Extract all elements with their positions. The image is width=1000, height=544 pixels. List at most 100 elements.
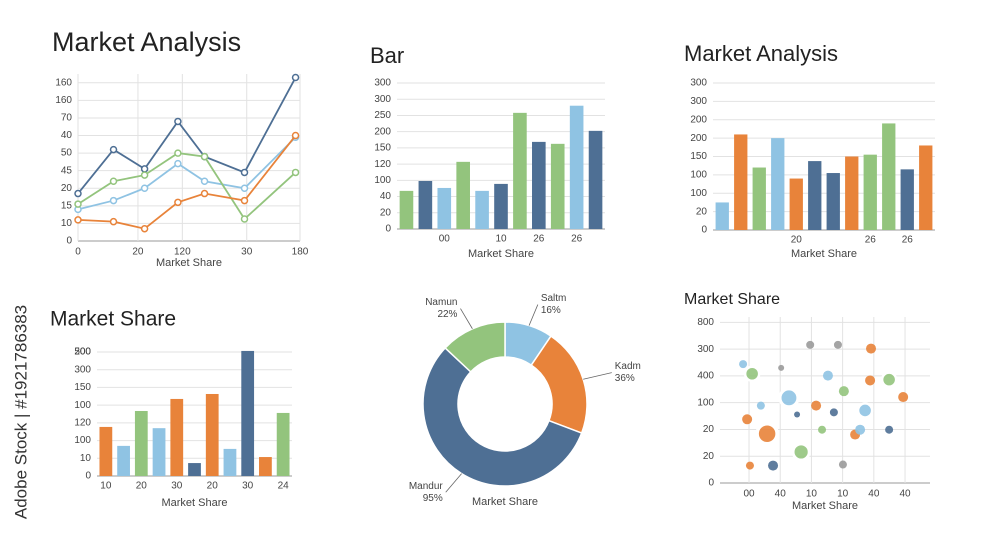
line-point: [140, 171, 149, 179]
y-tick-label: 250: [374, 110, 391, 121]
y-tick-label: 20: [696, 206, 708, 217]
y-tick-label: 15: [61, 200, 73, 211]
y-tick-label: 100: [374, 175, 391, 186]
x-tick-label: 26: [571, 234, 583, 245]
y-tick-label: 500: [74, 347, 91, 358]
y-tick-label: 800: [697, 317, 714, 328]
chart-title: Market Analysis: [52, 27, 241, 57]
axis-label: Market Share: [472, 496, 538, 508]
bubble: [778, 387, 800, 409]
bar: [734, 134, 748, 230]
y-tick-label: 160: [55, 77, 72, 88]
bar: [550, 143, 565, 229]
bar: [152, 428, 166, 476]
y-tick-label: 0: [385, 224, 391, 235]
bubble: [855, 424, 866, 435]
y-tick-label: 150: [690, 151, 707, 162]
x-tick-label: 00: [439, 234, 451, 245]
bubble: [856, 402, 874, 419]
line-point: [240, 215, 249, 223]
line-point: [140, 165, 149, 173]
x-tick-label: 40: [868, 489, 880, 500]
line-point: [200, 152, 209, 161]
bar: [715, 202, 729, 230]
y-tick-label: 0: [66, 236, 72, 247]
x-tick-label: 24: [278, 481, 290, 492]
x-tick-label: 10: [100, 481, 112, 492]
x-tick-label: 26: [865, 235, 877, 246]
y-tick-label: 10: [80, 453, 92, 464]
bar: [752, 167, 766, 230]
line-point: [109, 196, 118, 205]
slice-value: 22%: [437, 309, 457, 320]
x-tick-label: 0: [75, 247, 81, 258]
y-tick-label: 100: [74, 435, 91, 446]
slice-label: Mandur: [409, 481, 444, 492]
bar: [808, 161, 822, 230]
y-tick-label: 150: [74, 382, 91, 393]
donut-slice: [444, 321, 506, 373]
bar: [588, 130, 603, 229]
line-series: [77, 152, 297, 221]
slice-label: Namun: [425, 297, 457, 308]
y-tick-label: 0: [85, 471, 91, 482]
y-tick-label: 20: [703, 451, 715, 462]
line-point: [200, 177, 209, 185]
y-tick-label: 70: [61, 113, 73, 124]
y-tick-label: 45: [61, 165, 73, 176]
x-tick-label: 26: [533, 234, 545, 245]
bubble: [838, 460, 847, 469]
bar: [99, 426, 113, 476]
bubble: [838, 386, 849, 397]
y-tick-label: 300: [374, 78, 391, 89]
axis-label: Market Share: [161, 497, 227, 509]
bar: [456, 161, 470, 229]
y-tick-label: 300: [74, 364, 91, 375]
bar: [532, 141, 546, 229]
line-point: [74, 216, 82, 224]
bar: [569, 105, 584, 229]
line-point: [240, 196, 249, 205]
y-tick-label: 200: [690, 133, 707, 144]
y-tick-label: 120: [374, 159, 391, 170]
line-point: [109, 177, 118, 185]
y-tick-label: 300: [697, 344, 714, 355]
bubble: [833, 340, 842, 349]
bubble: [756, 401, 765, 410]
y-tick-label: 400: [697, 371, 714, 382]
y-tick-label: 10: [61, 218, 73, 229]
y-tick-label: 150: [374, 143, 391, 154]
line-point: [174, 117, 182, 126]
x-tick-label: 180: [292, 247, 309, 258]
slice-value: 16%: [541, 305, 561, 316]
y-tick-label: 20: [61, 183, 73, 194]
bubble: [880, 371, 898, 388]
bar: [437, 187, 452, 229]
y-tick-label: 200: [690, 114, 707, 125]
bubble: [745, 461, 754, 470]
y-tick-label: 100: [690, 170, 707, 181]
leader-line: [583, 372, 612, 380]
bubble: [898, 392, 909, 403]
chart-title: Market Share: [684, 291, 780, 308]
bar: [241, 350, 255, 476]
y-tick-label: 0: [701, 225, 707, 236]
bar: [826, 173, 840, 230]
bubble: [742, 414, 753, 425]
y-tick-label: 200: [374, 126, 391, 137]
bubble: [811, 400, 822, 411]
y-tick-label: 100: [697, 397, 714, 408]
y-tick-label: 0: [708, 478, 714, 489]
slice-label: Saltm: [541, 293, 567, 304]
axis-label: Market Share: [791, 248, 857, 260]
line-point: [291, 73, 300, 82]
bar: [188, 463, 201, 476]
bubble: [818, 425, 827, 434]
y-tick-label: 300: [690, 78, 707, 89]
y-tick-label: 300: [690, 96, 707, 107]
slice-value: 36%: [615, 373, 635, 384]
line-point: [74, 189, 82, 198]
x-tick-label: 00: [743, 489, 755, 500]
bubble: [768, 460, 779, 471]
leader-line: [445, 473, 462, 493]
